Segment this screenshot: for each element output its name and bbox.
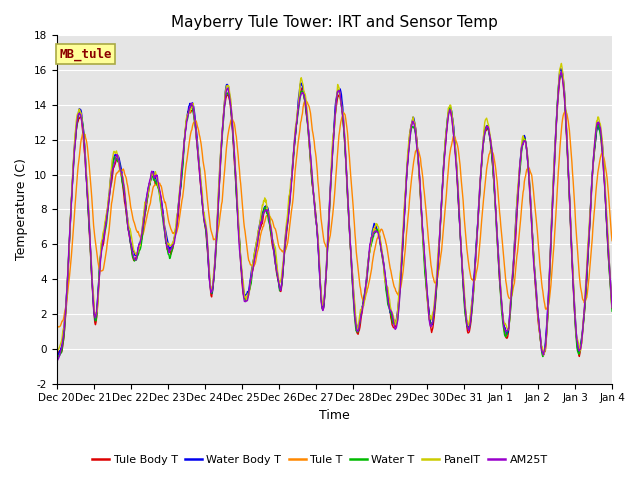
Line: Water T: Water T xyxy=(56,74,612,358)
PanelT xyxy=(197,182,205,188)
Water T xyxy=(471,267,479,273)
AM25T xyxy=(197,187,205,192)
Water Body T xyxy=(608,304,616,310)
Water Body T xyxy=(471,262,479,267)
Line: Tule T: Tule T xyxy=(56,100,612,327)
Water Body T xyxy=(448,113,456,119)
PanelT xyxy=(532,285,540,290)
PanelT xyxy=(608,305,616,311)
PanelT xyxy=(448,112,456,118)
Tule Body T xyxy=(471,267,479,273)
Line: Tule Body T: Tule Body T xyxy=(56,73,612,357)
PanelT xyxy=(290,148,298,154)
Tule Body T xyxy=(557,70,565,76)
Tule Body T xyxy=(290,150,298,156)
Water Body T xyxy=(52,351,60,357)
Water T xyxy=(448,111,456,117)
Water Body T xyxy=(539,352,547,358)
Water Body T xyxy=(290,148,298,154)
Water Body T xyxy=(113,154,121,159)
Tule T xyxy=(449,133,457,139)
Tule Body T xyxy=(113,156,121,162)
AM25T xyxy=(532,287,540,292)
Water T xyxy=(290,148,298,154)
Text: MB_tule: MB_tule xyxy=(60,48,112,61)
Water T xyxy=(557,72,564,77)
AM25T xyxy=(448,117,456,123)
Legend: Tule Body T, Water Body T, Tule T, Water T, PanelT, AM25T: Tule Body T, Water Body T, Tule T, Water… xyxy=(88,451,552,469)
Tule Body T xyxy=(448,116,456,121)
Water T xyxy=(52,355,60,361)
Water T xyxy=(197,185,205,191)
Water Body T xyxy=(557,66,564,72)
Water Body T xyxy=(532,282,540,288)
Tule T xyxy=(114,169,122,175)
AM25T xyxy=(113,152,121,157)
Title: Mayberry Tule Tower: IRT and Sensor Temp: Mayberry Tule Tower: IRT and Sensor Temp xyxy=(171,15,498,30)
AM25T xyxy=(52,358,60,364)
Tule Body T xyxy=(532,291,540,297)
Tule T xyxy=(301,97,309,103)
Line: Water Body T: Water Body T xyxy=(56,69,612,355)
Tule T xyxy=(55,324,63,330)
Tule Body T xyxy=(608,305,616,311)
AM25T xyxy=(608,305,616,311)
PanelT xyxy=(557,60,565,66)
Water Body T xyxy=(197,186,205,192)
Tule T xyxy=(472,271,480,276)
Tule T xyxy=(291,177,298,183)
Tule T xyxy=(534,228,541,234)
X-axis label: Time: Time xyxy=(319,409,349,422)
Tule Body T xyxy=(52,350,60,356)
PanelT xyxy=(113,151,121,156)
Tule Body T xyxy=(197,187,205,193)
Y-axis label: Temperature (C): Temperature (C) xyxy=(15,158,28,260)
Line: AM25T: AM25T xyxy=(56,72,612,361)
Water T xyxy=(532,288,540,293)
Tule T xyxy=(608,238,616,243)
Line: PanelT: PanelT xyxy=(56,63,612,355)
Tule T xyxy=(198,146,205,152)
PanelT xyxy=(52,348,60,354)
Tule Body T xyxy=(575,354,583,360)
Tule T xyxy=(52,323,60,329)
PanelT xyxy=(540,352,547,358)
AM25T xyxy=(471,267,479,273)
AM25T xyxy=(290,145,298,151)
AM25T xyxy=(557,69,565,75)
Water T xyxy=(113,156,121,161)
PanelT xyxy=(471,269,479,275)
Water T xyxy=(608,308,616,314)
